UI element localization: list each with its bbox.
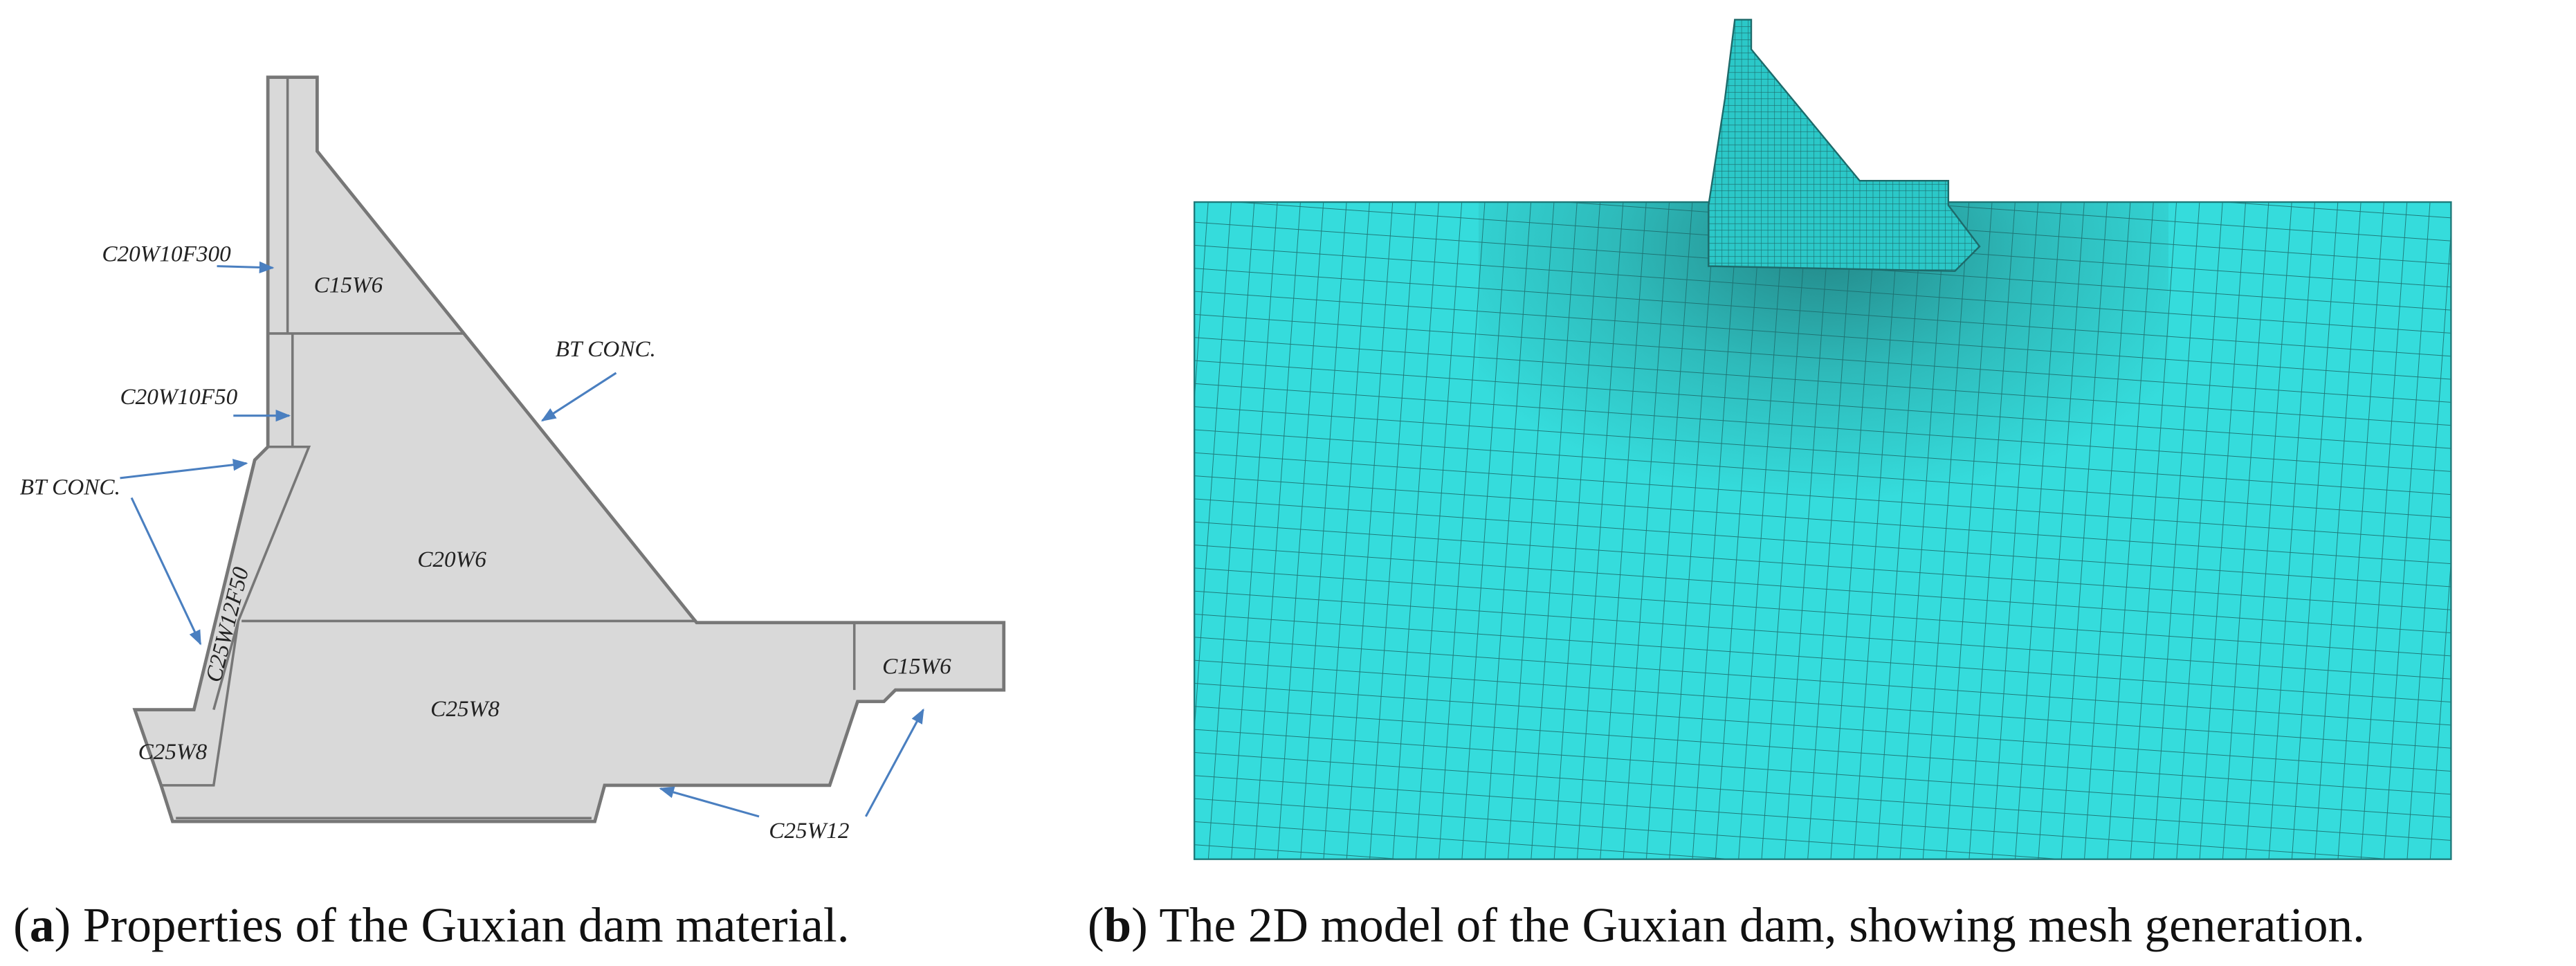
dense-mesh-zone — [1478, 202, 2169, 630]
dam-diagram — [132, 75, 1006, 823]
material-label: C20W6 — [417, 547, 486, 572]
caption: (b) The 2D model of the Guxian dam, show… — [1088, 898, 2365, 952]
caption-text: ) Properties of the Guxian dam material. — [54, 898, 849, 952]
material-label: BT CONC. — [20, 475, 120, 500]
material-label: C20W10F50 — [120, 384, 237, 410]
material-label: C15W6 — [882, 653, 951, 679]
caption-open: ( — [13, 898, 30, 952]
arrow — [120, 459, 248, 480]
dam-mesh — [1708, 19, 1981, 272]
caption-text: ) The 2D model of the Guxian dam, showin… — [1131, 898, 2365, 952]
material-label: C20W10F300 — [102, 241, 231, 266]
caption-label: a — [30, 898, 55, 952]
material-label: C25W12 — [769, 818, 849, 844]
material-label: C25W8 — [138, 739, 208, 765]
caption-label: b — [1104, 898, 1132, 952]
caption-open: ( — [1088, 898, 1104, 952]
arrow — [864, 708, 924, 817]
dam-arrows — [120, 261, 924, 818]
arrow — [217, 261, 275, 274]
material-label: C15W6 — [314, 273, 383, 298]
dam-outline — [132, 75, 1006, 823]
arrow — [659, 786, 760, 818]
material-label: C25W8 — [430, 696, 500, 722]
section-lines — [134, 77, 856, 820]
caption: (a) Properties of the Guxian dam materia… — [13, 898, 849, 952]
mesh-model — [1193, 19, 2452, 860]
material-label: BT CONC. — [556, 336, 656, 362]
arrow — [540, 372, 617, 422]
arrow — [130, 497, 202, 646]
